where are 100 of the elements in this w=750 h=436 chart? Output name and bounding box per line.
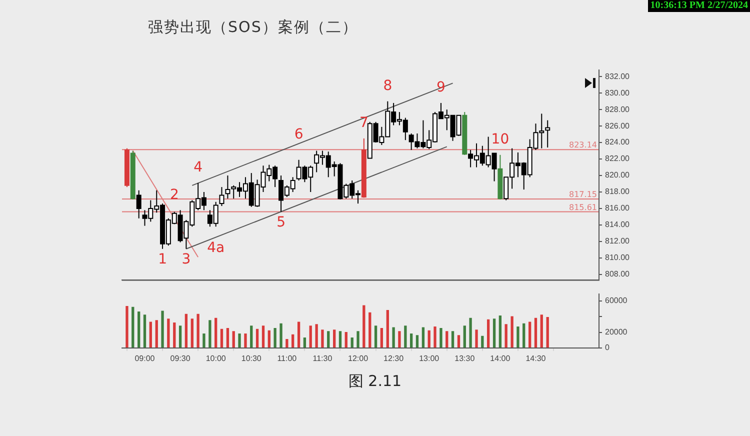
y-tick-label: 814.00 bbox=[605, 220, 630, 230]
bar bbox=[208, 320, 212, 348]
bar bbox=[416, 335, 419, 348]
bar bbox=[196, 314, 200, 348]
bar bbox=[244, 334, 247, 348]
y-tick-label: 820.00 bbox=[605, 170, 630, 180]
bar bbox=[190, 318, 194, 348]
bar bbox=[333, 330, 336, 348]
annotation: 1 bbox=[158, 252, 167, 268]
y-tick-label: 828.00 bbox=[605, 104, 630, 114]
bar bbox=[451, 331, 454, 348]
bar bbox=[149, 322, 152, 348]
annotation: 7 bbox=[359, 115, 368, 132]
bar bbox=[486, 319, 490, 348]
bar bbox=[280, 323, 282, 348]
x-tick-label: 13:00 bbox=[419, 354, 440, 364]
bar bbox=[338, 331, 342, 348]
annotation: 3 bbox=[182, 252, 191, 268]
bar bbox=[126, 306, 128, 348]
bar bbox=[321, 330, 324, 348]
bar bbox=[392, 327, 395, 348]
x-tick-label: 09:00 bbox=[134, 354, 156, 364]
bar bbox=[434, 326, 436, 348]
bar bbox=[214, 318, 218, 348]
bar bbox=[161, 310, 164, 348]
bar bbox=[368, 312, 372, 348]
x-tick-label: 10:30 bbox=[241, 354, 262, 364]
y-tick-label: 808.00 bbox=[605, 270, 630, 279]
x-tick-label: 14:30 bbox=[526, 354, 546, 364]
bar bbox=[540, 314, 543, 348]
bar bbox=[286, 339, 288, 348]
bar bbox=[132, 306, 134, 348]
bar bbox=[356, 331, 360, 348]
y-tick-label: 830.00 bbox=[605, 88, 630, 98]
x-tick-label: 09:30 bbox=[170, 354, 191, 364]
bar bbox=[463, 326, 466, 348]
annotation: 10 bbox=[491, 132, 510, 148]
bar bbox=[481, 336, 484, 348]
bar bbox=[297, 322, 300, 348]
annotation: 5 bbox=[276, 214, 286, 230]
bar bbox=[422, 327, 425, 348]
x-tick-label: 12:30 bbox=[384, 354, 404, 364]
annotation: 8 bbox=[383, 78, 392, 94]
bar bbox=[262, 326, 265, 348]
bar bbox=[202, 334, 206, 348]
annotation: 4a bbox=[207, 240, 225, 256]
y-tick-label: 812.00 bbox=[605, 236, 630, 246]
text: 10:36:13 PM 2/27/2024 bbox=[648, 0, 750, 12]
y-tick-label: 810.00 bbox=[605, 253, 630, 262]
bar bbox=[380, 328, 384, 348]
bar bbox=[315, 324, 318, 348]
bar bbox=[546, 317, 549, 348]
bar bbox=[469, 318, 472, 348]
bar bbox=[362, 305, 366, 348]
y-tick-label: 832.00 bbox=[605, 72, 630, 81]
bar bbox=[498, 315, 502, 348]
bar bbox=[226, 328, 230, 348]
y-tick-label: 60000 bbox=[605, 296, 628, 306]
y-tick-label: 826.00 bbox=[605, 121, 630, 130]
bar bbox=[173, 322, 176, 348]
bar bbox=[404, 326, 407, 348]
chart-title: 强势出现（SOS）案例（二） bbox=[148, 18, 358, 37]
bar bbox=[138, 312, 140, 348]
bar bbox=[250, 326, 253, 348]
bar bbox=[291, 334, 294, 348]
bar bbox=[303, 337, 306, 348]
bar bbox=[155, 320, 158, 348]
bar bbox=[256, 328, 259, 348]
bar bbox=[504, 324, 508, 348]
ref-line-label: 817.15 bbox=[569, 190, 597, 200]
bar bbox=[327, 331, 330, 348]
bar bbox=[492, 318, 496, 348]
bar bbox=[457, 335, 460, 348]
bar bbox=[428, 330, 430, 348]
bar bbox=[232, 331, 235, 348]
ref-line-label: 823.14 bbox=[569, 140, 597, 150]
ref-line-label: 815.61 bbox=[569, 202, 597, 212]
bar bbox=[184, 314, 188, 348]
annotation: 6 bbox=[294, 126, 304, 142]
bar bbox=[534, 318, 538, 348]
x-tick-label: 11:30 bbox=[312, 354, 333, 364]
bar bbox=[344, 332, 348, 348]
x-tick-label: 12:00 bbox=[348, 354, 369, 364]
caption: 图 2.11 bbox=[347, 372, 403, 391]
x-tick-label: 11:00 bbox=[277, 354, 298, 364]
y-tick-label: 816.00 bbox=[605, 204, 630, 213]
bar bbox=[410, 334, 413, 348]
bar bbox=[178, 326, 182, 348]
bar bbox=[238, 334, 241, 348]
y-tick-label: 822.00 bbox=[605, 154, 630, 164]
bar bbox=[386, 310, 389, 348]
x-tick-label: 14:00 bbox=[490, 354, 511, 364]
x-tick-label: 10:00 bbox=[206, 354, 226, 364]
bar bbox=[274, 328, 276, 348]
bar bbox=[440, 328, 442, 348]
bar bbox=[374, 326, 378, 348]
bar bbox=[522, 323, 526, 348]
bar bbox=[167, 318, 170, 348]
bar bbox=[446, 331, 448, 348]
y-tick-label: 818.00 bbox=[605, 187, 630, 196]
